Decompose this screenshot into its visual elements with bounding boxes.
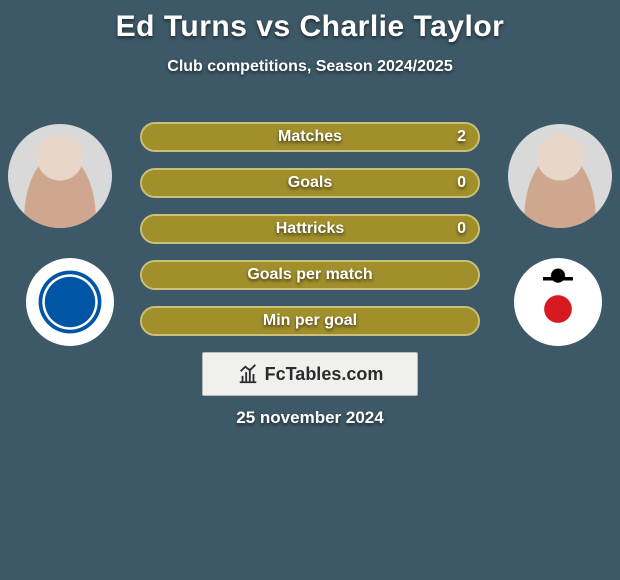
player-right-club-badge — [514, 258, 602, 346]
stats-bars: Matches 2 Goals 0 Hattricks 0 Goals per … — [140, 122, 480, 352]
avatar-placeholder-icon — [8, 124, 112, 228]
player-left-club-badge — [26, 258, 114, 346]
player-right-avatar — [508, 124, 612, 228]
brand-text: FcTables.com — [265, 364, 384, 385]
stat-bar: Goals per match — [140, 260, 480, 290]
page-title: Ed Turns vs Charlie Taylor — [0, 0, 620, 44]
brand-badge: FcTables.com — [202, 352, 418, 396]
stat-bar: Goals 0 — [140, 168, 480, 198]
barchart-icon — [237, 363, 259, 385]
stat-bar-label: Goals per match — [142, 262, 478, 288]
stat-bar-label: Matches — [142, 124, 478, 150]
stat-bar-value: 0 — [457, 170, 466, 196]
stat-bar-label: Min per goal — [142, 308, 478, 334]
stat-bar-value: 2 — [457, 124, 466, 150]
stat-bar-label: Hattricks — [142, 216, 478, 242]
stat-bar-label: Goals — [142, 170, 478, 196]
stat-bar: Min per goal — [140, 306, 480, 336]
club-badge-icon — [514, 258, 602, 346]
club-badge-icon — [26, 258, 114, 346]
page-subtitle: Club competitions, Season 2024/2025 — [0, 58, 620, 76]
avatar-placeholder-icon — [508, 124, 612, 228]
stat-bar-value: 0 — [457, 216, 466, 242]
date-text: 25 november 2024 — [0, 408, 620, 428]
player-left-avatar — [8, 124, 112, 228]
stat-bar: Matches 2 — [140, 122, 480, 152]
stat-bar: Hattricks 0 — [140, 214, 480, 244]
